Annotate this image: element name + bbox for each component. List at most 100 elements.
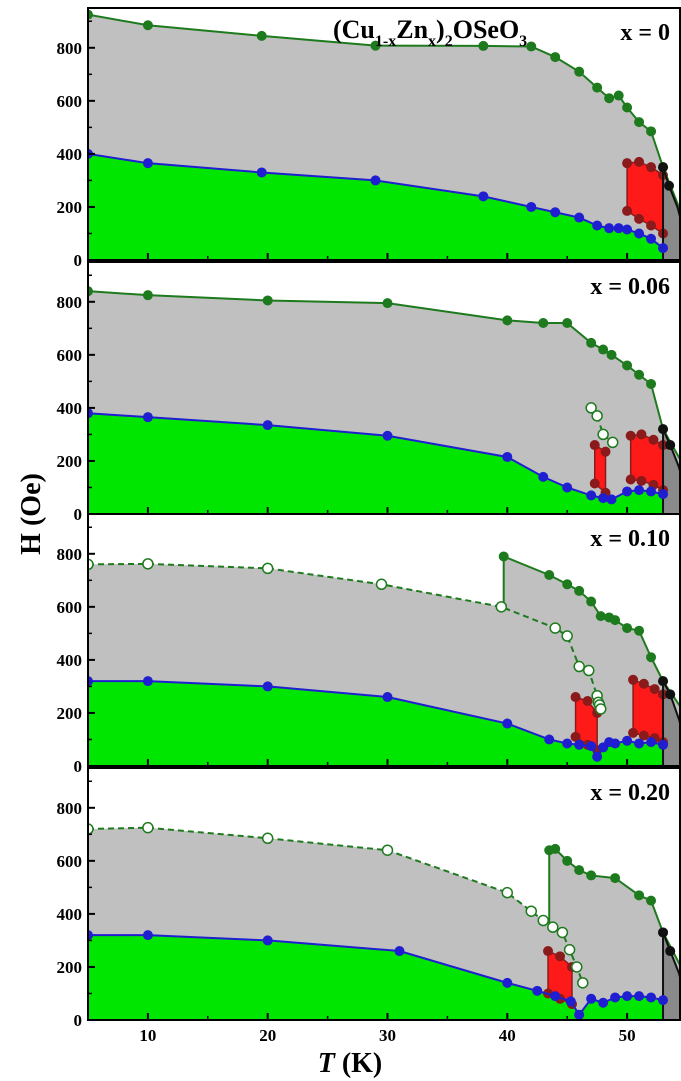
- upper-data-point: [370, 40, 381, 51]
- upper-data-point: [142, 20, 153, 31]
- lower-data-point: [88, 676, 93, 687]
- lower-data-point: [606, 494, 617, 505]
- tc-data-point: [664, 180, 675, 191]
- upper-data-point: [634, 369, 645, 380]
- pocket-point: [646, 162, 657, 173]
- open-data-point: [261, 832, 274, 845]
- pocket-point: [628, 727, 639, 738]
- open-data-point: [381, 844, 394, 856]
- lower-data-point: [610, 992, 621, 1003]
- lower-data-point: [592, 751, 603, 762]
- lower-data-point: [598, 493, 609, 504]
- x-axis-title: T (K): [318, 1048, 383, 1079]
- upper-data-point: [606, 349, 617, 360]
- lower-data-point: [658, 739, 669, 750]
- lower-data-point: [262, 420, 273, 431]
- open-data-point: [583, 664, 595, 677]
- open-data-point: [88, 823, 94, 835]
- upper-boundary-line: [549, 847, 681, 968]
- upper-data-point: [622, 360, 633, 371]
- upper-data-point: [256, 30, 267, 41]
- lower-data-point: [370, 175, 381, 186]
- upper-data-point: [595, 611, 606, 622]
- lower-data-point: [262, 935, 273, 946]
- y-tick-label: 400: [57, 399, 83, 418]
- open-data-point: [501, 886, 514, 899]
- open-data-point: [577, 977, 589, 989]
- open-data-point: [537, 914, 549, 927]
- lower-data-point: [592, 220, 603, 231]
- panel-3: 0 200 400 600 800 x = 0.10: [57, 513, 681, 776]
- open-data-point: [525, 905, 538, 917]
- x-tick-label: 30: [379, 1026, 396, 1045]
- upper-data-point: [562, 579, 573, 590]
- upper-data-point: [634, 117, 645, 128]
- lower-data-point: [574, 212, 585, 223]
- pocket-point: [636, 429, 647, 440]
- green-phase-region: [88, 681, 664, 766]
- tc-data-point: [665, 689, 676, 700]
- upper-data-point: [502, 315, 513, 326]
- y-tick-label: 800: [57, 799, 83, 818]
- lower-data-point: [586, 741, 597, 752]
- green-phase-region: [88, 153, 664, 260]
- upper-data-point: [610, 615, 621, 626]
- upper-data-point: [562, 855, 573, 866]
- open-data-point: [142, 558, 154, 570]
- green-phase-region: [88, 413, 664, 514]
- lower-data-point: [634, 228, 645, 239]
- y-tick-label: 200: [57, 452, 83, 471]
- panel-frame: [87, 7, 681, 261]
- lower-data-point: [565, 996, 576, 1007]
- panel-frame: [87, 767, 681, 1021]
- y-tick-label: 800: [57, 545, 83, 564]
- open-data-point: [606, 436, 619, 449]
- lower-data-point: [502, 718, 513, 729]
- open-data-point: [594, 703, 607, 715]
- y-tick-label: 0: [74, 505, 83, 524]
- tc-data-point: [658, 424, 669, 435]
- upper-data-point: [478, 40, 489, 51]
- y-tick-label: 600: [57, 598, 83, 617]
- y-tick-label: 400: [57, 145, 83, 164]
- open-data-point: [495, 601, 508, 613]
- upper-data-point: [550, 52, 561, 63]
- upper-data-point: [88, 9, 93, 20]
- lower-data-point: [382, 430, 393, 441]
- lower-data-point: [634, 991, 645, 1002]
- upper-data-point: [634, 890, 645, 901]
- pocket-point: [638, 730, 649, 741]
- lower-data-point: [142, 930, 153, 941]
- y-axis-title: H (Oe): [16, 473, 47, 555]
- lower-data-point: [502, 451, 513, 462]
- tc-data-point: [658, 927, 669, 938]
- lower-data-point: [574, 1009, 585, 1020]
- dashed-boundary-line: [88, 562, 599, 697]
- y-tick-label: 800: [57, 293, 83, 312]
- upper-data-point: [88, 286, 93, 297]
- chart-title: (Cu1-xZnx)2OSeO3: [333, 15, 527, 50]
- y-tick-label: 200: [57, 704, 83, 723]
- upper-data-point: [142, 290, 153, 301]
- upper-data-point: [604, 93, 615, 104]
- lower-data-point: [586, 993, 597, 1004]
- y-tick-label: 200: [57, 198, 83, 217]
- lower-data-point: [142, 676, 153, 687]
- upper-data-point: [622, 623, 633, 634]
- pocket-point: [622, 158, 633, 169]
- open-data-point: [549, 622, 561, 634]
- pocket-point: [622, 205, 633, 216]
- pocket-point: [582, 696, 593, 707]
- tc-data-point: [665, 440, 676, 451]
- y-tick-label: 200: [57, 958, 83, 977]
- pocket-point: [646, 220, 657, 231]
- lower-data-point: [610, 738, 621, 749]
- y-tick-label: 600: [57, 92, 83, 111]
- lower-data-point: [256, 167, 267, 178]
- upper-data-point: [646, 379, 657, 390]
- y-tick-label: 0: [74, 757, 83, 776]
- lower-data-point: [613, 223, 624, 234]
- upper-data-point: [592, 82, 603, 93]
- pocket-point: [555, 951, 566, 962]
